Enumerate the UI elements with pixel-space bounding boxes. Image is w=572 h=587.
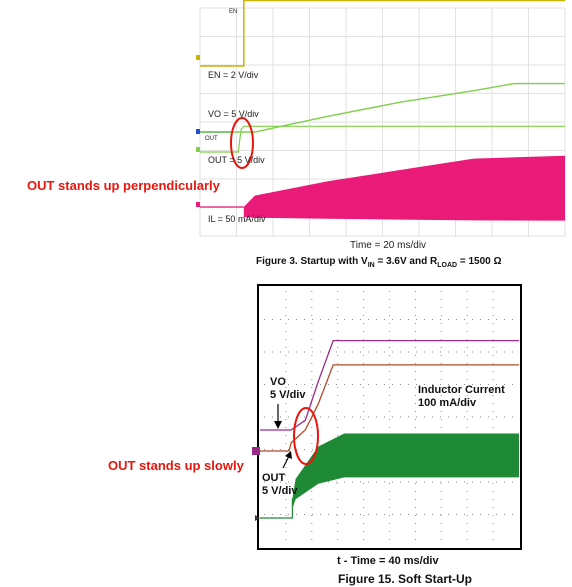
marker-il <box>196 202 200 207</box>
arrow-out-head <box>285 451 292 459</box>
highlight-ellipse-top <box>230 117 254 169</box>
scope-2-frame <box>257 284 522 550</box>
arrow-out <box>282 455 290 469</box>
annotation-bottom: OUT stands up slowly <box>108 458 244 473</box>
inductor-current-label: Inductor Current 100 mA/div <box>418 384 505 409</box>
x-axis-label-1: Time = 20 ms/div <box>350 240 427 251</box>
marker-ch <box>252 447 260 455</box>
vo-trace-2 <box>260 339 519 431</box>
inductor-current-baseline <box>260 498 293 519</box>
arrow-vo-head <box>274 421 282 429</box>
il-scale-label: IL = 50 mA/div <box>208 214 266 224</box>
marker-il <box>255 515 260 521</box>
out-trace-2 <box>260 364 519 452</box>
vo-label: VO 5 V/div <box>270 376 306 401</box>
annotation-top: OUT stands up perpendicularly <box>27 178 220 193</box>
channel-markers-2 <box>252 447 260 521</box>
il-envelope <box>243 155 566 221</box>
x-axis-label-2: t - Time = 40 ms/div <box>337 555 439 567</box>
highlight-ellipse-bottom <box>293 407 319 465</box>
out-label: OUT 5 V/div <box>262 472 298 497</box>
vo-trace <box>200 82 565 133</box>
en-trace <box>200 0 565 67</box>
out-trace <box>200 125 565 153</box>
out-scale-label: OUT = 5 V/div <box>208 155 265 165</box>
marker-out <box>196 147 200 152</box>
label-arrows <box>274 404 292 469</box>
channel-markers <box>196 55 200 207</box>
en-scale-label: EN = 2 V/div <box>208 70 259 80</box>
marker-en <box>196 55 200 60</box>
figure-3-caption: Figure 3. Startup with VIN = 3.6V and RL… <box>256 256 502 269</box>
out-marker-label: OUT <box>205 136 218 142</box>
figure-15-caption: Figure 15. Soft Start-Up <box>338 572 473 586</box>
inductor-current-trace <box>292 433 519 509</box>
vo-scale-label: VO = 5 V/div <box>208 109 259 119</box>
marker-vo <box>196 129 200 134</box>
en-marker-label: EN <box>229 9 238 15</box>
